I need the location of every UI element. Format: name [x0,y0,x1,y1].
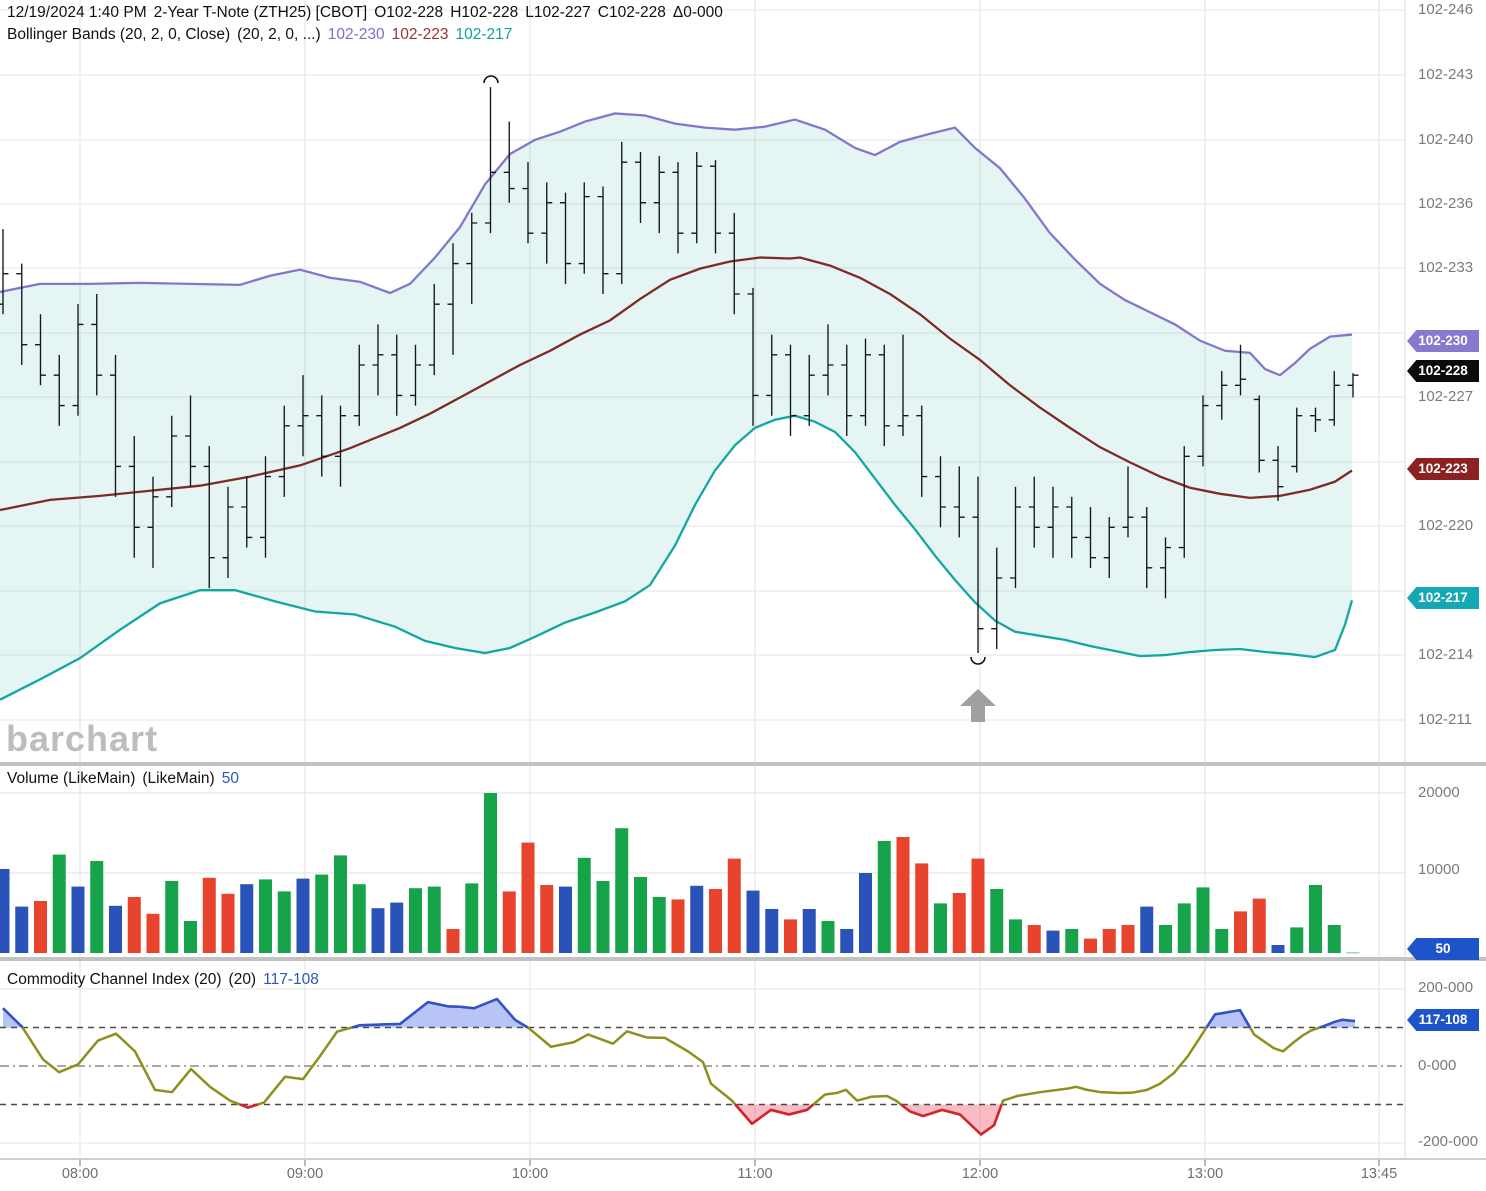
panel-separator-1 [0,762,1486,766]
bollinger-label: Bollinger Bands (20, 2, 0, Close) [7,26,231,43]
time-axis-label[interactable]: 10:00 [511,1166,549,1182]
quote-change: Δ0-000 [672,4,723,21]
price-axis-badge: 102-217 [1407,586,1479,610]
panel-separator-2 [0,957,1486,961]
quote-open: O102-228 [374,4,444,21]
bollinger-lower-value: 102-217 [455,26,513,43]
price-axis-label: 102-214 [1418,646,1474,663]
bollinger-legend[interactable]: Bollinger Bands (20, 2, 0, Close) (20, 2,… [7,26,519,44]
price-axis-label: 102-233 [1418,259,1474,276]
time-axis-label[interactable]: 13:45 [1360,1166,1398,1182]
quote-instrument: 2-Year T-Note (ZTH25) [CBOT] [153,4,368,21]
price-axis-label: 102-211 [1418,711,1472,728]
volume-params: (LikeMain) [142,770,215,787]
cci-axis-badge: 117-108 [1407,1008,1479,1032]
cci-axis-label: 0-000 [1418,1057,1457,1074]
cci-plot [0,997,1405,1136]
quote-close: C102-228 [597,4,666,21]
quote-datetime: 12/19/2024 1:40 PM [7,4,147,21]
volume-axis-label: 20000 [1418,784,1460,801]
bollinger-params: (20, 2, 0, ...) [237,26,321,43]
price-axis-label: 102-243 [1418,66,1474,83]
price-axis-label: 102-240 [1418,131,1474,148]
time-axis-label[interactable]: 11:00 [737,1166,773,1182]
price-bars [0,87,1359,654]
time-axis-label[interactable]: 08:00 [61,1166,99,1182]
bollinger-upper-value: 102-230 [327,26,385,43]
cci-label: Commodity Channel Index (20) [7,971,222,988]
quote-low: L102-227 [525,4,591,21]
barchart-logo: barchart [6,718,159,759]
quote-high: H102-228 [450,4,519,21]
price-axis-badge: 102-223 [1407,457,1479,481]
volume-bars [0,793,1360,954]
volume-legend[interactable]: Volume (LikeMain) (LikeMain) 50 [7,770,246,788]
volume-axis-badge: 50 [1407,937,1479,961]
bollinger-fill [0,113,1352,700]
hook-top-marker [483,75,499,84]
volume-label: Volume (LikeMain) [7,770,136,787]
time-axis-label[interactable]: 13:00 [1186,1166,1224,1182]
bollinger-middle-line [0,256,1353,512]
volume-axis-label: 10000 [1418,861,1460,878]
cci-axis-label: 200-000 [1418,979,1474,996]
cci-line [2,997,1356,1136]
price-axis-label: 102-236 [1418,195,1474,212]
panel-separator-3 [0,1158,1486,1160]
hook-bottom-marker [970,656,986,665]
cci-axis-label: -200-000 [1418,1133,1479,1150]
time-axis-label[interactable]: 09:00 [286,1166,324,1182]
price-axis-badge: 102-230 [1407,329,1479,353]
time-axis-label[interactable]: 12:00 [961,1166,999,1182]
volume-value: 50 [221,770,239,787]
quote-header: 12/19/2024 1:40 PM 2-Year T-Note (ZTH25) … [7,4,730,22]
bollinger-bands [0,112,1354,701]
bollinger-upper-line [0,112,1353,377]
cci-legend[interactable]: Commodity Channel Index (20) (20) 117-108 [7,971,326,989]
price-axis-label: 102-220 [1418,517,1474,534]
price-axis-label: 102-246 [1418,1,1474,18]
price-axis-label: 102-227 [1418,388,1474,405]
price-axis-badge: 102-228 [1407,359,1479,383]
cci-params: (20) [228,971,257,988]
bollinger-middle-value: 102-223 [391,26,449,43]
cci-value: 117-108 [263,971,319,988]
up-arrow-annotation [960,689,996,722]
gridlines [0,0,1406,1158]
